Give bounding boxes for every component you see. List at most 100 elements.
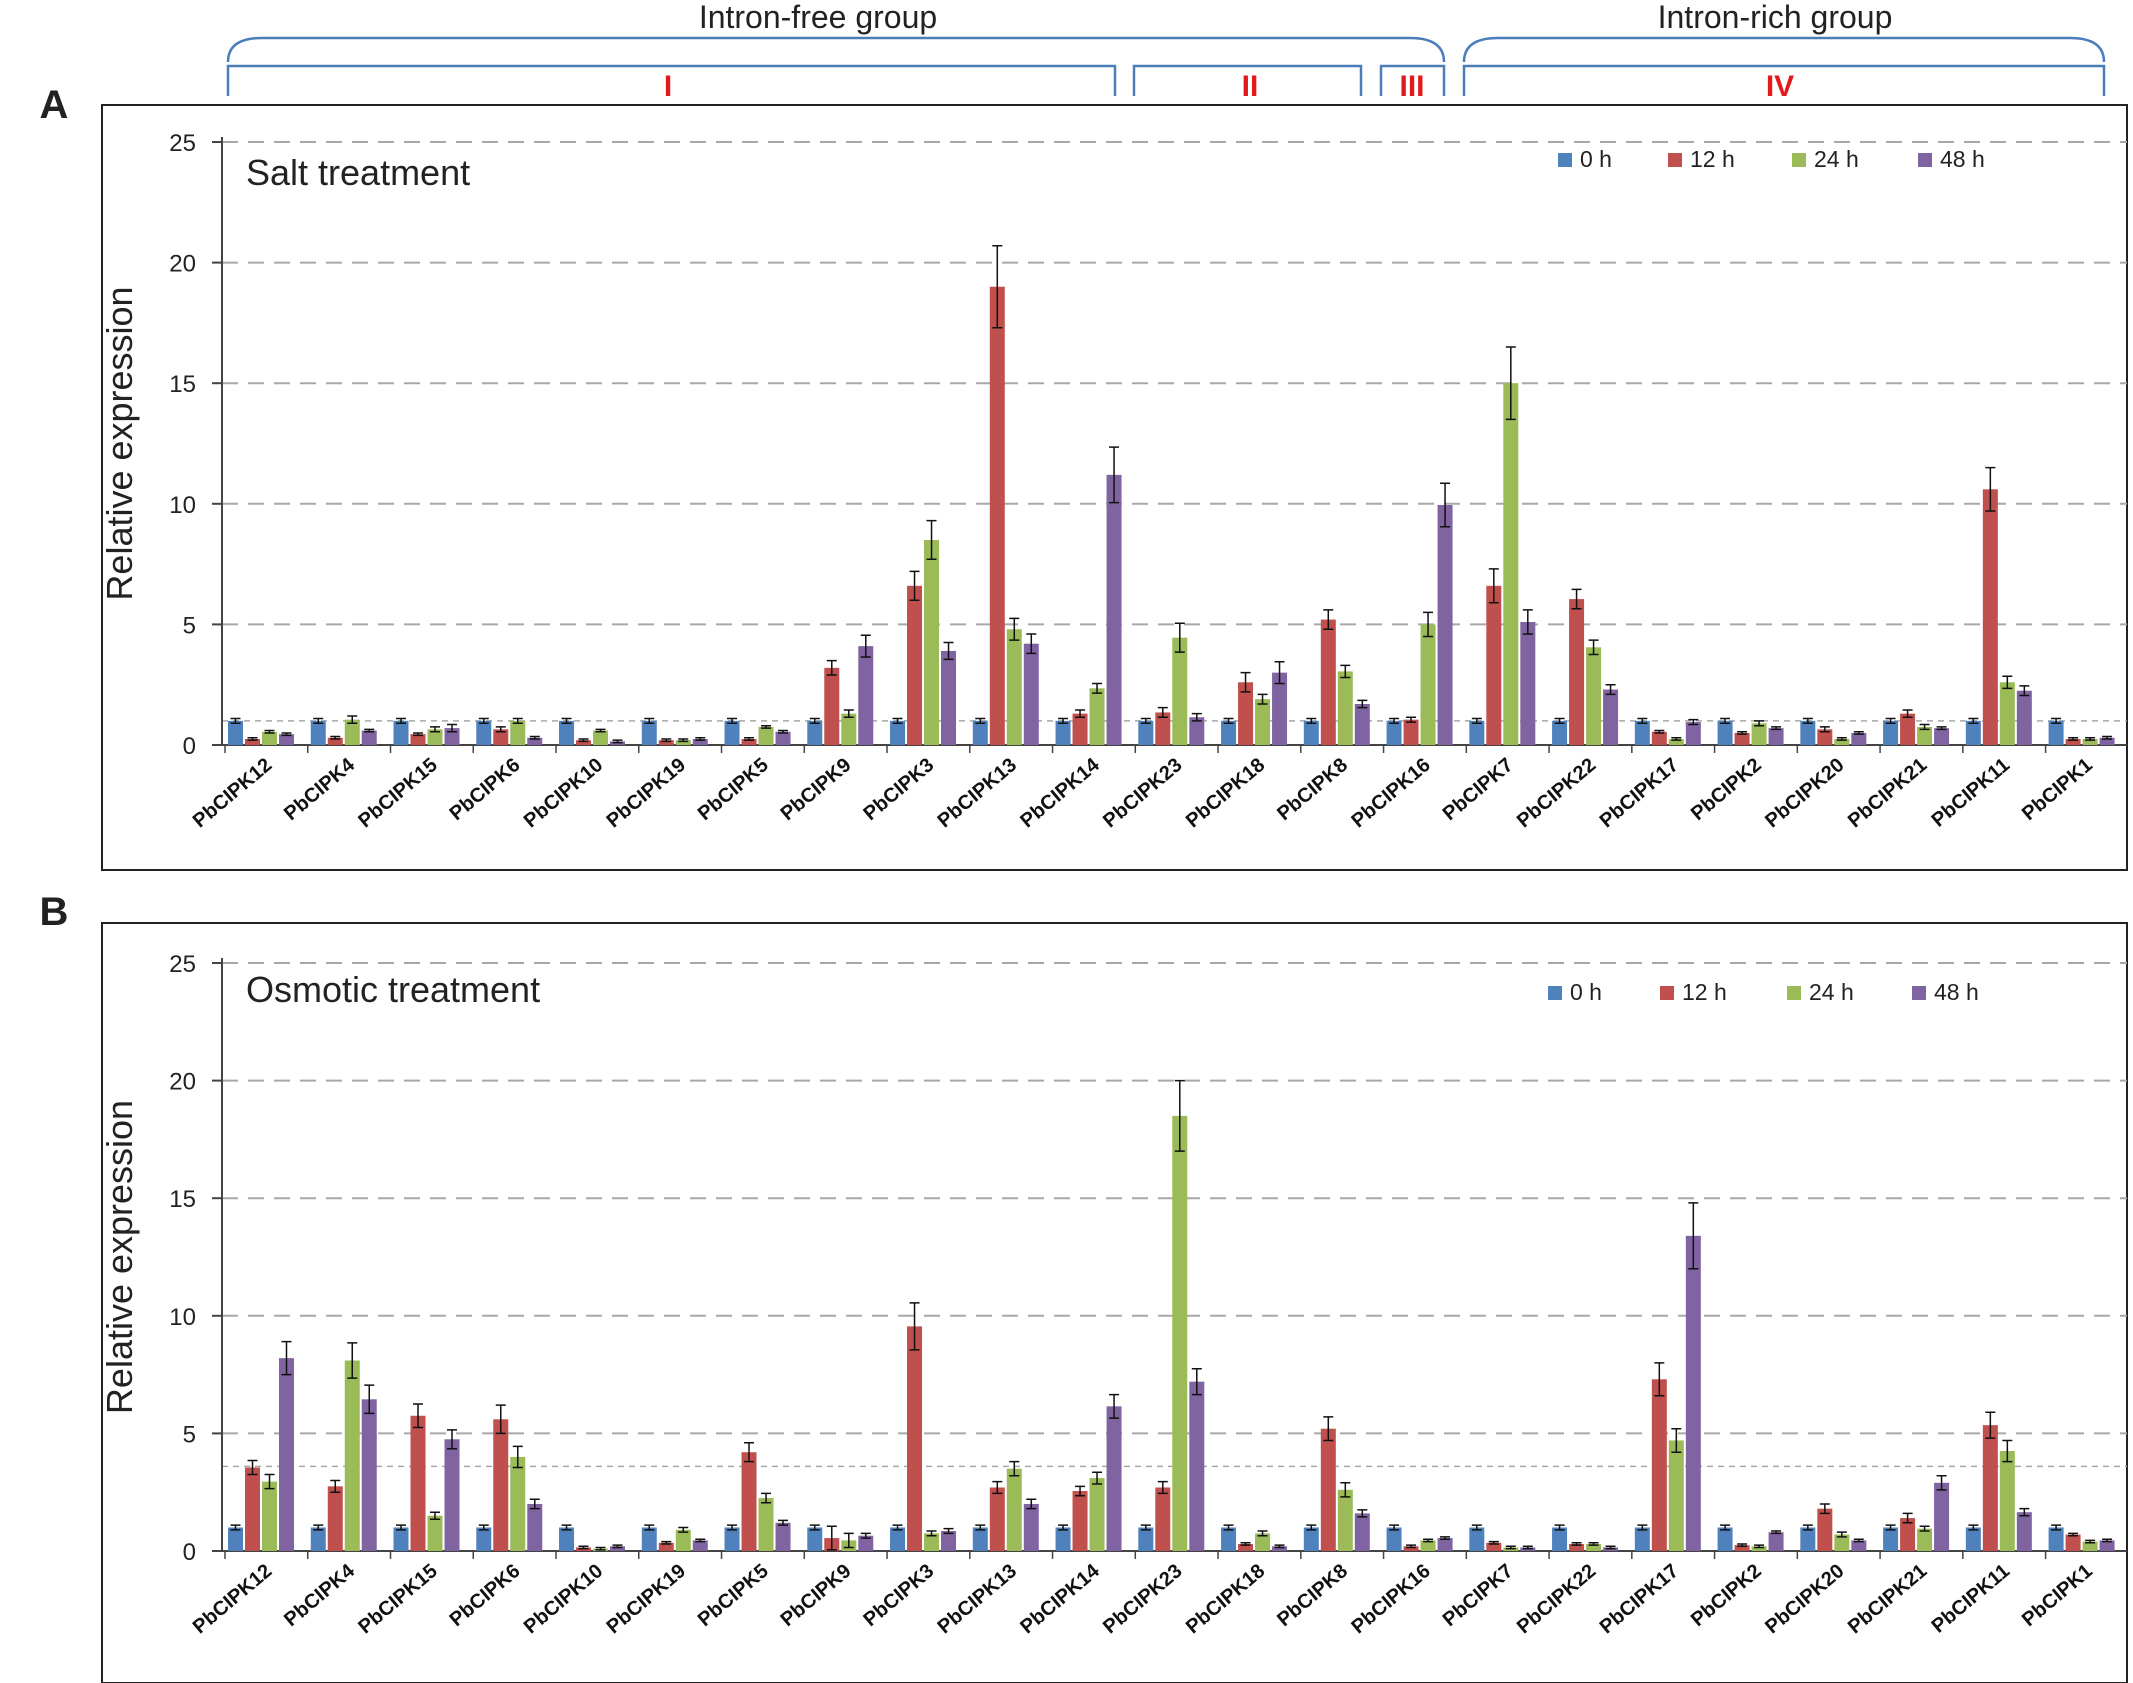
panel-a-bar — [393, 720, 409, 745]
panel-b-error-bar — [1588, 1542, 1599, 1546]
panel-a-bar — [1469, 720, 1485, 745]
panel-a-error-bar — [1902, 709, 1913, 719]
panel-a-bar — [941, 650, 957, 745]
panel-b-legend-label: 48 h — [1934, 979, 1979, 1005]
panel-b-bar — [1934, 1482, 1950, 1551]
panel-b-bar — [279, 1358, 294, 1551]
panel-b-error-bar — [678, 1526, 689, 1533]
subgroup-label-iii: III — [1399, 70, 1424, 103]
panel-b-error-bar — [1306, 1524, 1317, 1531]
panel-b-bar — [692, 1540, 708, 1551]
panel-b-bar — [344, 1360, 360, 1551]
panel-a-error-bar — [595, 728, 606, 733]
panel-b-legend-label: 0 h — [1570, 979, 1602, 1005]
panel-a-error-bar — [826, 659, 837, 676]
panel-a-bar — [1999, 682, 2015, 745]
panel-a-xtick-label: PbCIPK7 — [1439, 754, 1518, 825]
panel-b-bar — [924, 1533, 940, 1551]
panel-a-error-bar — [1771, 726, 1782, 731]
panel-a-bar — [1751, 723, 1767, 745]
panel-a-xtick-label: PbCIPK3 — [859, 754, 938, 825]
panel-a-error-bar — [809, 717, 820, 725]
panel-a: A 0 5 10 15 20 25 Relative expression Salt treat… — [40, 83, 2128, 871]
panel-a-error-bar — [1471, 717, 1482, 725]
panel-b-xtick-label: PbCIPK12 — [189, 1560, 276, 1638]
panel-a-xtick-label: PbCIPK13 — [934, 754, 1021, 832]
panel-a-bar — [907, 585, 923, 745]
panel-a-error-bar — [1637, 717, 1648, 725]
panel-b-bar — [1851, 1540, 1867, 1551]
panel-b-legend-swatch — [1660, 986, 1674, 1000]
panel-a-bar — [344, 719, 360, 745]
panel-b-error-bar — [330, 1479, 341, 1493]
panel-a-ytick-label: 0 — [183, 733, 196, 760]
panel-a-ytick-label: 10 — [169, 492, 196, 519]
panel-a-bar — [1006, 629, 1022, 745]
panel-a-legend-swatch — [1558, 153, 1572, 167]
panel-b-bar — [1089, 1478, 1105, 1551]
panel-b-error-bar — [1688, 1202, 1699, 1270]
panel-b-bar — [1982, 1425, 1998, 1551]
panel-a-bar — [741, 738, 757, 745]
panel-b-error-bar — [561, 1524, 572, 1531]
panel-b-error-bar — [2019, 1507, 2030, 1517]
panel-b-bar — [1965, 1527, 1981, 1551]
panel-b-bar — [1917, 1528, 1933, 1551]
panel-b-xtick-label: PbCIPK6 — [446, 1560, 525, 1631]
panel-a-bar — [1934, 728, 1950, 745]
panel-a-ytick-label: 20 — [169, 251, 196, 278]
panel-a-bar — [361, 730, 377, 745]
group-label-intron-free: Intron-free group — [699, 0, 937, 35]
panel-b-error-bar — [1754, 1544, 1765, 1549]
panel-b-bar — [1006, 1468, 1022, 1551]
panel-b-bar — [1055, 1527, 1071, 1551]
panel-b-error-bar — [1885, 1524, 1896, 1531]
panel-a-bar — [1138, 720, 1154, 745]
panel-a-xtick-label: PbCIPK16 — [1347, 754, 1434, 832]
panel-a-error-bar — [1688, 718, 1699, 726]
panel-b-error-bar — [578, 1545, 589, 1550]
panel-b-bar — [1420, 1540, 1436, 1551]
panel-b-error-bar — [230, 1524, 241, 1531]
group-label-intron-rich: Intron-rich group — [1658, 0, 1893, 35]
panel-a-bar — [1486, 585, 1502, 745]
panel-a-xtick-label: PbCIPK18 — [1182, 754, 1269, 832]
panel-a-bar — [1668, 738, 1684, 745]
panel-b-bar — [641, 1527, 657, 1551]
panel-b-bar — [1751, 1546, 1767, 1551]
panel-b-error-bar — [1771, 1530, 1782, 1535]
panel-a-error-bar — [1026, 633, 1037, 655]
panel-b-error-bar — [1571, 1542, 1582, 1546]
panel-a-error-bar — [578, 738, 589, 743]
panel-b-bar — [1172, 1115, 1188, 1551]
panel-a-bar — [1437, 505, 1453, 745]
panel-a-bar — [692, 738, 708, 745]
panel-b-error-bar — [744, 1442, 755, 1463]
panel-a-error-bar — [612, 739, 623, 744]
panel-b-bar — [1072, 1491, 1088, 1551]
panel-a-xtick-label: PbCIPK6 — [446, 754, 525, 825]
panel-a-bar — [2016, 690, 2032, 745]
panel-b-bar — [2016, 1512, 2032, 1551]
panel-b-error-bar — [2068, 1532, 2079, 1537]
panel-a-error-bar — [2068, 737, 2079, 741]
group-brace-intron-free — [226, 36, 1446, 63]
panel-b-xtick-label: PbCIPK13 — [934, 1560, 1021, 1638]
panel-a-error-bar — [1109, 446, 1120, 504]
panel-a-bar — [641, 720, 657, 745]
panel-b-xtick-label: PbCIPK4 — [280, 1559, 360, 1631]
panel-b-xtick-label: PbCIPK16 — [1347, 1560, 1434, 1638]
panel-b-bar — [2065, 1534, 2081, 1551]
panel-b-error-bar — [1488, 1540, 1499, 1545]
panel-a-error-bar — [1157, 706, 1168, 719]
panel-a-legend-swatch — [1792, 153, 1806, 167]
panel-a-bar — [1420, 624, 1436, 745]
panel-a-bar — [476, 720, 492, 745]
panel-b-bar — [527, 1503, 543, 1551]
panel-b-bar — [1189, 1381, 1205, 1551]
panel-b-bar — [1734, 1545, 1750, 1551]
panel-b-error-bar — [909, 1302, 920, 1351]
panel-a-error-bar — [1605, 683, 1616, 696]
panel-a-xtick-label: PbCIPK23 — [1099, 754, 1186, 832]
